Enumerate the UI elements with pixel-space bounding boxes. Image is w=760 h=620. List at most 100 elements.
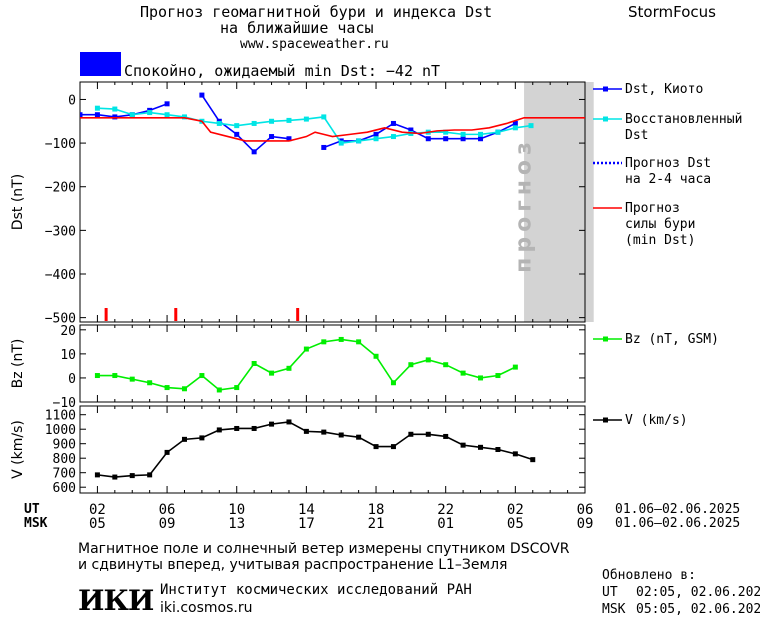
data-point [530, 457, 536, 463]
y-tick-label: 800 [53, 452, 76, 467]
data-point [286, 117, 292, 123]
data-point [373, 353, 379, 359]
y-tick-label: 600 [53, 481, 76, 496]
data-point [460, 131, 466, 137]
y-axis-label: Bz (nT) [10, 339, 26, 389]
data-point [94, 112, 100, 118]
data-point [303, 428, 309, 434]
x-tick-label-msk: 21 [368, 516, 385, 532]
x-tick-label-ut: 06 [159, 502, 176, 518]
data-point [356, 434, 362, 440]
x-tick-label-ut: 02 [507, 502, 524, 518]
y-tick-label: 900 [53, 438, 76, 453]
data-point [181, 436, 187, 442]
data-point [321, 144, 327, 150]
data-point [443, 433, 449, 439]
ut-date-range: 01.06–02.06.2025 [615, 502, 741, 517]
x-tick-label-msk: 09 [577, 516, 594, 532]
series-line-0 [201, 94, 290, 153]
x-tick-label-msk: 09 [159, 516, 176, 532]
legend-forecast-2: на 2-4 часа [625, 172, 712, 187]
institute-site[interactable]: iki.cosmos.ru [160, 600, 253, 616]
data-point [112, 474, 118, 480]
data-point [147, 110, 153, 116]
data-point [181, 386, 187, 392]
data-point [303, 346, 309, 352]
forecast-band-label: прогноз [511, 137, 537, 273]
x-tick-label-msk: 17 [298, 516, 315, 532]
legend-restored-2: Dst [625, 128, 649, 143]
footer-line1: Магнитное поле и солнечный ветер измерен… [78, 541, 570, 557]
updated-label: Обновлено в: [602, 568, 696, 583]
plot-frame-2 [79, 405, 586, 494]
data-point [251, 425, 257, 431]
data-point [390, 134, 396, 140]
data-point [199, 373, 205, 379]
data-point [164, 112, 170, 118]
data-point [443, 129, 449, 135]
data-point [528, 123, 534, 129]
data-point [234, 385, 240, 391]
legend-forecast-1: Прогноз Dst [625, 156, 712, 171]
y-tick-label: −400 [45, 268, 76, 283]
data-point [251, 361, 257, 366]
status-text: Спокойно, ожидаемый min Dst: −42 nT [124, 62, 441, 80]
data-point [286, 136, 292, 142]
y-tick-label: 0 [68, 372, 76, 387]
data-point [425, 431, 431, 437]
chart-subtitle: на ближайшие часы [220, 19, 374, 37]
legend-storm-1: Прогноз [625, 201, 680, 216]
data-point [199, 435, 205, 441]
data-point [164, 385, 170, 391]
x-tick-label-msk: 05 [507, 516, 524, 532]
x-tick-label-ut: 22 [437, 502, 454, 518]
series-line-0 [97, 421, 534, 478]
data-point [321, 114, 327, 120]
legend-mark-v-marker [603, 417, 608, 423]
data-point [94, 105, 100, 111]
updated-ut-label: UT [602, 585, 618, 600]
data-point [321, 429, 327, 435]
data-point [94, 373, 100, 379]
data-point [425, 357, 431, 363]
msk-date-range: 01.06–02.06.2025 [615, 516, 741, 531]
data-point [147, 472, 153, 478]
y-tick-label: 0 [68, 93, 76, 108]
status-color-indicator [80, 52, 121, 76]
data-point [112, 106, 118, 112]
brand-name: StormFocus [628, 3, 716, 21]
plot-frame-1 [79, 324, 586, 403]
y-tick-label: −500 [45, 312, 76, 327]
x-tick-label-msk: 05 [89, 516, 106, 532]
footer-line2: и сдвинуты вперед, учитывая распростране… [78, 557, 508, 573]
legend-mark-bz-marker [603, 336, 608, 342]
data-point [286, 365, 292, 371]
chart-title: Прогноз геомагнитной бури и индекса Dst [140, 3, 493, 21]
data-point [269, 370, 275, 376]
data-point [216, 427, 222, 433]
data-point [251, 120, 257, 126]
data-point [199, 92, 205, 98]
data-point [512, 120, 518, 126]
site-link[interactable]: www.spaceweather.ru [240, 37, 389, 52]
y-tick-label: 1000 [45, 423, 76, 438]
x-tick-label-msk: 13 [228, 516, 245, 532]
data-point [338, 432, 344, 438]
y-tick-label: 700 [53, 467, 76, 482]
x-tick-label-ut: 10 [228, 502, 245, 518]
series-line-2 [80, 116, 585, 142]
data-point [478, 375, 484, 381]
updated-msk-label: MSK [602, 602, 626, 617]
data-point [373, 444, 379, 450]
x-tick-label-ut: 02 [89, 502, 106, 518]
data-point [147, 380, 153, 386]
data-point [512, 364, 518, 370]
msk-axis-label: MSK [24, 516, 48, 531]
y-axis-label: Dst (nT) [10, 174, 26, 230]
data-point [129, 473, 135, 479]
data-point [234, 425, 240, 431]
data-point [356, 138, 362, 144]
legend-v: V (km/s) [625, 413, 688, 428]
data-point [216, 387, 222, 393]
data-point [478, 444, 484, 450]
